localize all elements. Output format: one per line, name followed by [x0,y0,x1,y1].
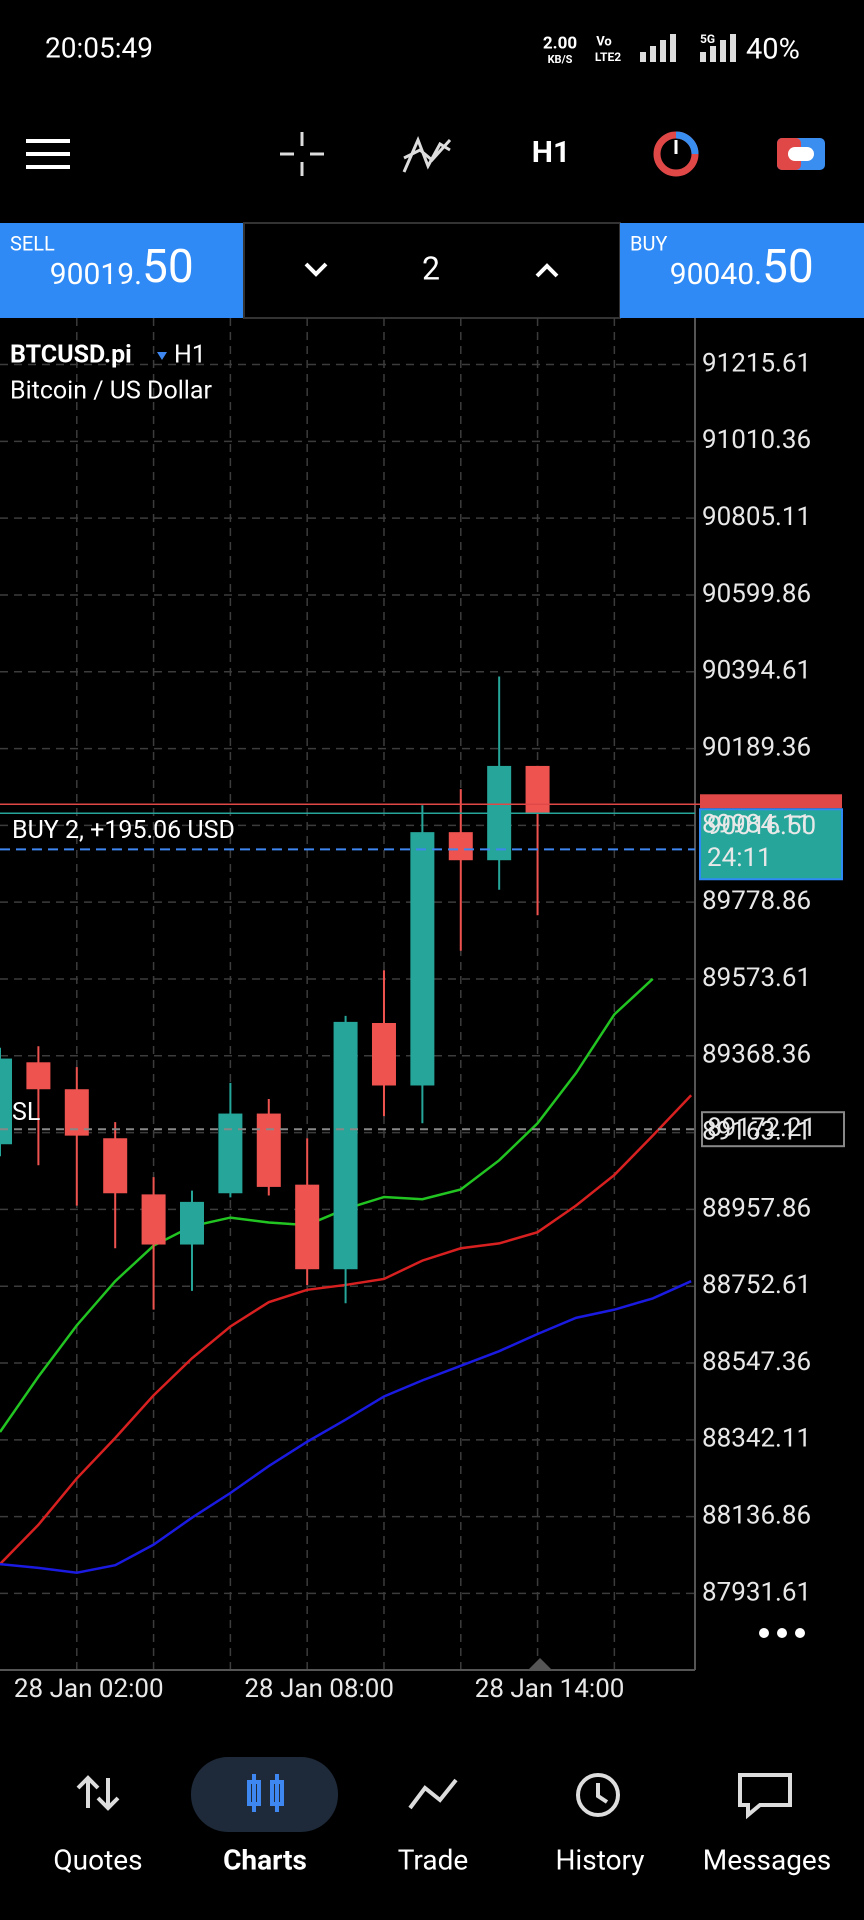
candle-body [103,1138,128,1194]
trade-button[interactable] [777,138,825,170]
candle-body [295,1184,320,1270]
y-tick-label: 90189.36 [702,732,811,762]
y-tick-label: 88957.86 [702,1193,811,1223]
symbol[interactable]: BTCUSD.pi [10,341,132,370]
stop-loss-tag: SL [12,1098,40,1127]
volte: Vo [596,34,612,49]
nav-item[interactable]: History [555,1843,644,1876]
y-tick-label: 88136.86 [702,1501,811,1531]
scroll-marker [528,1658,552,1670]
bid-price: 90016.50 [707,811,816,841]
signal-1 [640,34,676,62]
buy-label: BUY [630,231,667,255]
sell-label: SELL [10,231,55,255]
candle-body [333,1021,358,1270]
x-tick-label: 28 Jan 02:00 [14,1674,164,1704]
candle-body [218,1113,243,1194]
battery: 40% [746,33,800,67]
candle-body [448,832,473,861]
sell-price-big: 50 [142,240,194,294]
net-speed-unit: KB/S [548,53,573,66]
menu-button[interactable] [26,139,70,169]
y-tick-label: 89573.61 [702,963,811,993]
buy-price: 90040. [670,257,762,292]
crosshair-button[interactable] [280,132,324,176]
y-tick-label: 91215.61 [702,348,811,378]
buy-price-big: 50 [762,240,814,294]
candle-body [64,1089,89,1136]
clock: 20:05:49 [45,31,153,64]
symbol-dropdown[interactable] [157,352,167,360]
y-tick-label: 89163.11 [702,1116,811,1146]
more-button[interactable] [759,1628,805,1638]
nav-item[interactable]: Charts [223,1843,307,1876]
volume-box [243,222,621,319]
candle-body [26,1062,51,1090]
stop-loss-box [701,1111,845,1148]
candle-body [141,1194,166,1245]
active-tab-bg [191,1757,338,1832]
y-tick-label: 88547.36 [702,1347,811,1377]
candle-body [179,1201,204,1245]
y-tick-label: 88752.61 [702,1270,811,1300]
volume-up[interactable] [535,263,559,278]
y-tick-label: 89778.86 [702,886,811,916]
volume-down[interactable] [304,262,328,277]
buy-button[interactable] [620,223,864,318]
stop-loss-price: 89172.21 [707,1113,816,1143]
candle-body [525,765,550,814]
y-tick-label: 90599.86 [702,579,811,609]
nav-bar: Quotes Charts Trade History Messages [53,1843,831,1876]
indicators-button[interactable] [402,136,452,173]
y-tick-label: 89368.36 [702,1040,811,1070]
ask-marker [700,794,842,809]
position-label: BUY 2, +195.06 USD [12,816,235,845]
x-tick-label: 28 Jan 14:00 [475,1674,625,1704]
y-tick-label: 90394.61 [702,656,811,686]
y-tick-label: 90805.11 [702,502,811,532]
bar-timer: 24:11 [707,843,772,873]
candle-body [256,1113,281,1187]
net-speed: 2.00 [543,33,577,53]
nav-item[interactable]: Messages [703,1843,831,1876]
y-tick-label: 88342.11 [702,1424,811,1454]
sell-price: 90019. [50,257,142,292]
signal-2 [700,34,736,62]
sell-button[interactable] [0,223,244,318]
bid-box [699,808,843,881]
candle-body [410,832,435,1086]
x-tick-label: 28 Jan 08:00 [244,1674,394,1704]
nav-item[interactable]: Quotes [53,1843,142,1876]
y-tick-label: 89984.11 [702,809,811,839]
y-tick-label: 87931.61 [702,1577,811,1607]
objects-button[interactable] [653,131,699,177]
net-type: 5G [700,32,715,46]
ma-line [0,977,654,1433]
lte: LTE2 [595,50,621,64]
candle-body [371,1023,396,1086]
symbol-description: Bitcoin / US Dollar [10,377,212,406]
ma-line [0,1280,692,1574]
y-tick-label: 91010.36 [702,425,811,455]
nav-icons [76,1773,792,1820]
candle-body [0,1058,12,1145]
chart-timeframe: H1 [174,341,206,370]
nav-item[interactable]: Trade [398,1843,469,1876]
volume[interactable]: 2 [422,249,440,287]
timeframe-button[interactable]: H1 [532,135,570,170]
